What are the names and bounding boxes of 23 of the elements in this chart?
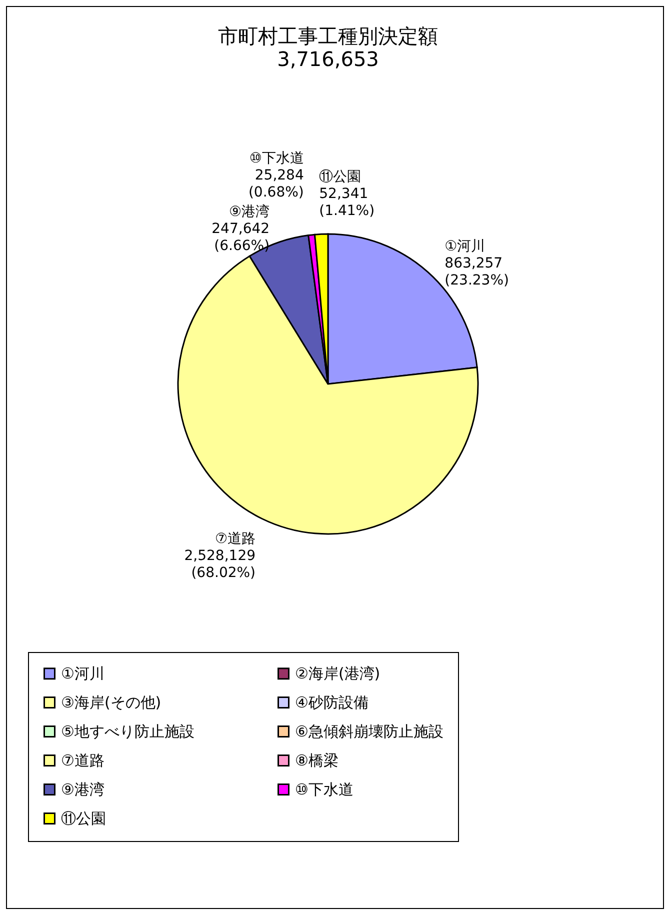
legend-label: ④砂防設備 bbox=[295, 694, 368, 712]
data-label: 52,341 (1.41%) bbox=[319, 186, 375, 220]
legend-label: ⑩下水道 bbox=[295, 780, 354, 798]
slice-label: ①河川 bbox=[444, 238, 486, 255]
chart-subtitle: 3,716,653 bbox=[277, 47, 379, 71]
legend-label: ①河川 bbox=[61, 664, 104, 683]
legend-label: ③海岸(その他) bbox=[61, 694, 162, 712]
legend-label: ②海岸(港湾) bbox=[295, 664, 380, 683]
data-label: 25,284 (0.68%) bbox=[248, 167, 304, 200]
data-label: 247,642 (6.66%) bbox=[212, 221, 270, 254]
slice-label: ⑨港湾 bbox=[228, 204, 270, 220]
data-label: 863,257 (23.23%) bbox=[444, 256, 509, 289]
legend-label: ⑨港湾 bbox=[61, 780, 104, 798]
chart-title: 市町村工事工種別決定額 bbox=[218, 24, 438, 48]
slice-label: ⑪公園 bbox=[319, 169, 362, 186]
slice-label: ⑦道路 bbox=[214, 531, 256, 548]
slice-label: ⑩下水道 bbox=[249, 150, 304, 166]
legend-label: ⑥急傾斜崩壊防止施設 bbox=[295, 722, 444, 740]
legend-label: ⑪公園 bbox=[61, 810, 106, 828]
legend-label: ⑦道路 bbox=[61, 752, 104, 770]
legend-label: ⑤地すべり防止施設 bbox=[61, 722, 194, 740]
legend-label: ⑧橋梁 bbox=[295, 752, 338, 770]
data-label: 2,528,129 (68.02%) bbox=[184, 548, 256, 582]
